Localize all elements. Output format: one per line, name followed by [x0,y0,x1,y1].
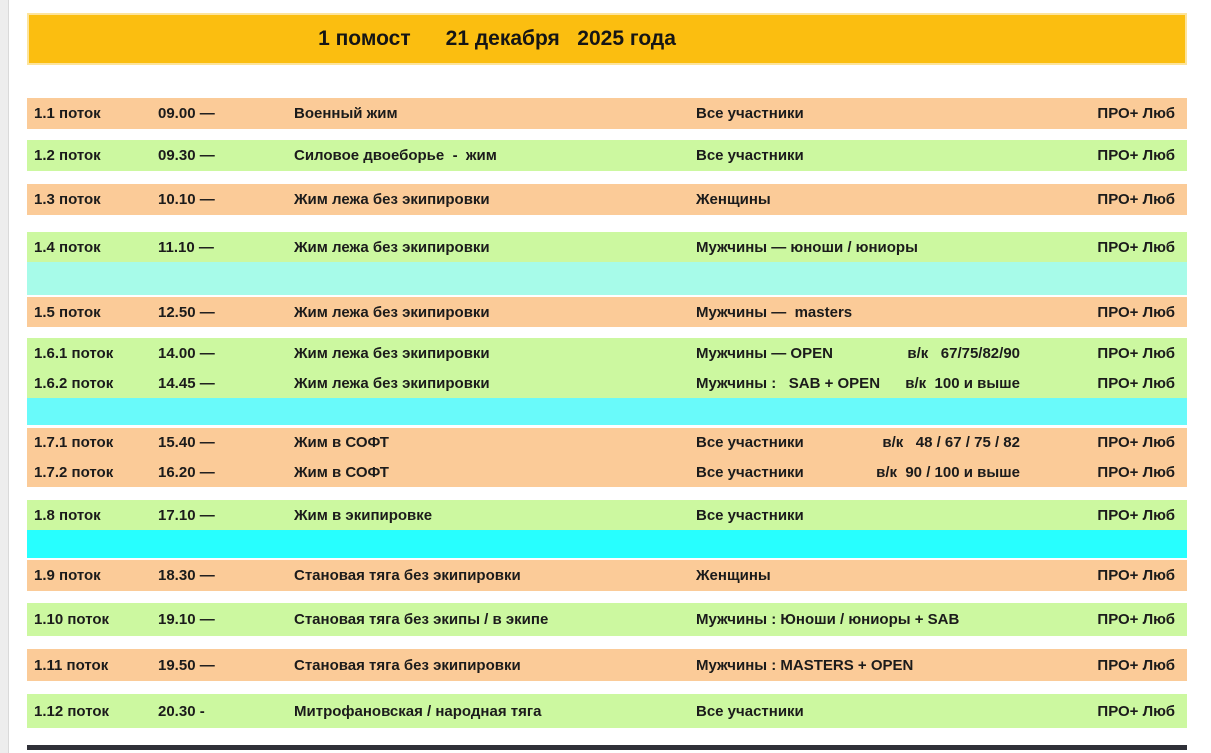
stream-label: 1.7.1 поток [34,434,114,452]
schedule-row-1-9: 1.9 поток 18.30 — Становая тяга без экип… [27,560,1187,591]
schedule-row-group-1-7: 1.7.1 поток 15.40 — Жим в СОФТ Все участ… [27,428,1187,487]
league-label: ПРО+ Люб [1097,344,1175,362]
discipline-label: Жим в экипировке [294,506,433,524]
discipline-label: Митрофановская / народная тяга [294,702,542,720]
stream-label: 1.4 поток [34,238,101,256]
schedule-row-1-1: 1.1 поток 09.00 — Военный жим Все участн… [27,98,1187,129]
stream-label: 1.6.1 поток [34,344,114,362]
discipline-label: Становая тяга без экипировки [294,567,521,584]
time-label: 19.10 — [158,611,215,628]
time-label: 15.40 — [158,434,215,452]
stream-label: 1.8 поток [34,506,101,524]
discipline-label: Становая тяга без экипы / в экипе [294,611,549,628]
schedule-row-1-11: 1.11 поток 19.50 — Становая тяга без эки… [27,649,1187,681]
page-edge-strip [0,0,9,753]
participants-label: Все участники [696,506,804,524]
participants-label: Мужчины : SAB + OPEN [696,374,881,392]
discipline-label: Жим лежа без экипировки [294,191,490,208]
participants-label: Все участники [696,434,804,452]
participants-label: Все участники [696,702,804,720]
stream-label: 1.7.2 поток [34,463,114,481]
stream-label: 1.2 поток [34,147,101,164]
participants-label: Все участники [696,147,804,164]
schedule-row-1-5: 1.5 поток 12.50 — Жим лежа без экипировк… [27,297,1187,327]
league-label: ПРО+ Люб [1097,147,1175,164]
discipline-label: Становая тяга без экипировки [294,656,521,674]
weight-class-label: в/к 67/75/82/90 [907,344,1020,362]
league-label: ПРО+ Люб [1097,611,1175,628]
league-label: ПРО+ Люб [1097,303,1175,321]
schedule-row-1-6-2: 1.6.2 поток 14.45 — Жим лежа без экипиро… [27,368,1187,398]
section-divider-line [27,745,1187,750]
league-label: ПРО+ Люб [1097,191,1175,208]
schedule-row-1-2: 1.2 поток 09.30 — Силовое двоеборье - жи… [27,140,1187,171]
league-label: ПРО+ Люб [1097,702,1175,720]
stream-label: 1.6.2 поток [34,374,114,392]
league-label: ПРО+ Люб [1097,434,1175,452]
discipline-label: Силовое двоеборье - жим [294,147,497,164]
stream-label: 1.12 поток [34,702,110,720]
participants-label: Мужчины — юноши / юниоры [696,238,918,256]
stream-label: 1.3 поток [34,191,101,208]
schedule-row-group-1-6: 1.6.1 поток 14.00 — Жим лежа без экипиро… [27,338,1187,398]
weight-class-label: в/к 100 и выше [905,374,1020,392]
schedule-row-1-4: 1.4 поток 11.10 — Жим лежа без экипировк… [27,232,1187,262]
league-label: ПРО+ Люб [1097,238,1175,256]
league-label: ПРО+ Люб [1097,105,1175,122]
time-label: 17.10 — [158,506,215,524]
schedule-row-1-10: 1.10 поток 19.10 — Становая тяга без эки… [27,603,1187,636]
league-label: ПРО+ Люб [1097,567,1175,584]
stream-label: 1.5 поток [34,303,101,321]
participants-label: Мужчины — OPEN [696,344,833,362]
participants-label: Мужчины : MASTERS + OPEN [696,656,914,674]
league-label: ПРО+ Люб [1097,506,1175,524]
schedule-row-1-7-1: 1.7.1 поток 15.40 — Жим в СОФТ Все участ… [27,428,1187,458]
day-header-banner: 1 помост 21 декабря 2025 года [27,13,1187,65]
league-label: ПРО+ Люб [1097,374,1175,392]
discipline-label: Жим в СОФТ [294,463,389,481]
weight-class-label: в/к 48 / 67 / 75 / 82 [882,434,1020,452]
discipline-label: Жим в СОФТ [294,434,389,452]
discipline-label: Жим лежа без экипировки [294,238,490,256]
schedule-row-1-3: 1.3 поток 10.10 — Жим лежа без экипировк… [27,184,1187,215]
time-label: 14.00 — [158,344,215,362]
time-label: 20.30 - [158,702,205,720]
league-label: ПРО+ Люб [1097,656,1175,674]
schedule-row-1-12: 1.12 поток 20.30 - Митрофановская / наро… [27,694,1187,728]
time-label: 09.00 — [158,105,215,122]
schedule-row-1-8: 1.8 поток 17.10 — Жим в экипировке Все у… [27,500,1187,530]
time-label: 10.10 — [158,191,215,208]
participants-label: Женщины [696,191,771,208]
stream-label: 1.10 поток [34,611,110,628]
discipline-label: Жим лежа без экипировки [294,303,490,321]
discipline-label: Военный жим [294,105,398,122]
time-label: 16.20 — [158,463,215,481]
weight-class-label: в/к 90 / 100 и выше [876,463,1020,481]
break-band-3 [27,530,1187,558]
participants-label: Мужчины — masters [696,303,853,321]
participants-label: Женщины [696,567,771,584]
stream-label: 1.11 поток [34,656,109,674]
time-label: 14.45 — [158,374,215,392]
schedule-row-1-7-2: 1.7.2 поток 16.20 — Жим в СОФТ Все участ… [27,458,1187,488]
discipline-label: Жим лежа без экипировки [294,374,490,392]
participants-label: Все участники [696,463,804,481]
break-band-2 [27,398,1187,425]
participants-label: Мужчины : Юноши / юниоры + SAB [696,611,960,628]
time-label: 19.50 — [158,656,215,674]
time-label: 12.50 — [158,303,215,321]
page-title: 1 помост 21 декабря 2025 года [318,27,676,50]
stream-label: 1.9 поток [34,567,101,584]
stream-label: 1.1 поток [34,105,101,122]
break-band-1 [27,262,1187,295]
time-label: 09.30 — [158,147,215,164]
time-label: 18.30 — [158,567,215,584]
discipline-label: Жим лежа без экипировки [294,344,490,362]
participants-label: Все участники [696,105,804,122]
time-label: 11.10 — [158,238,214,256]
schedule-row-1-6-1: 1.6.1 поток 14.00 — Жим лежа без экипиро… [27,338,1187,368]
league-label: ПРО+ Люб [1097,463,1175,481]
